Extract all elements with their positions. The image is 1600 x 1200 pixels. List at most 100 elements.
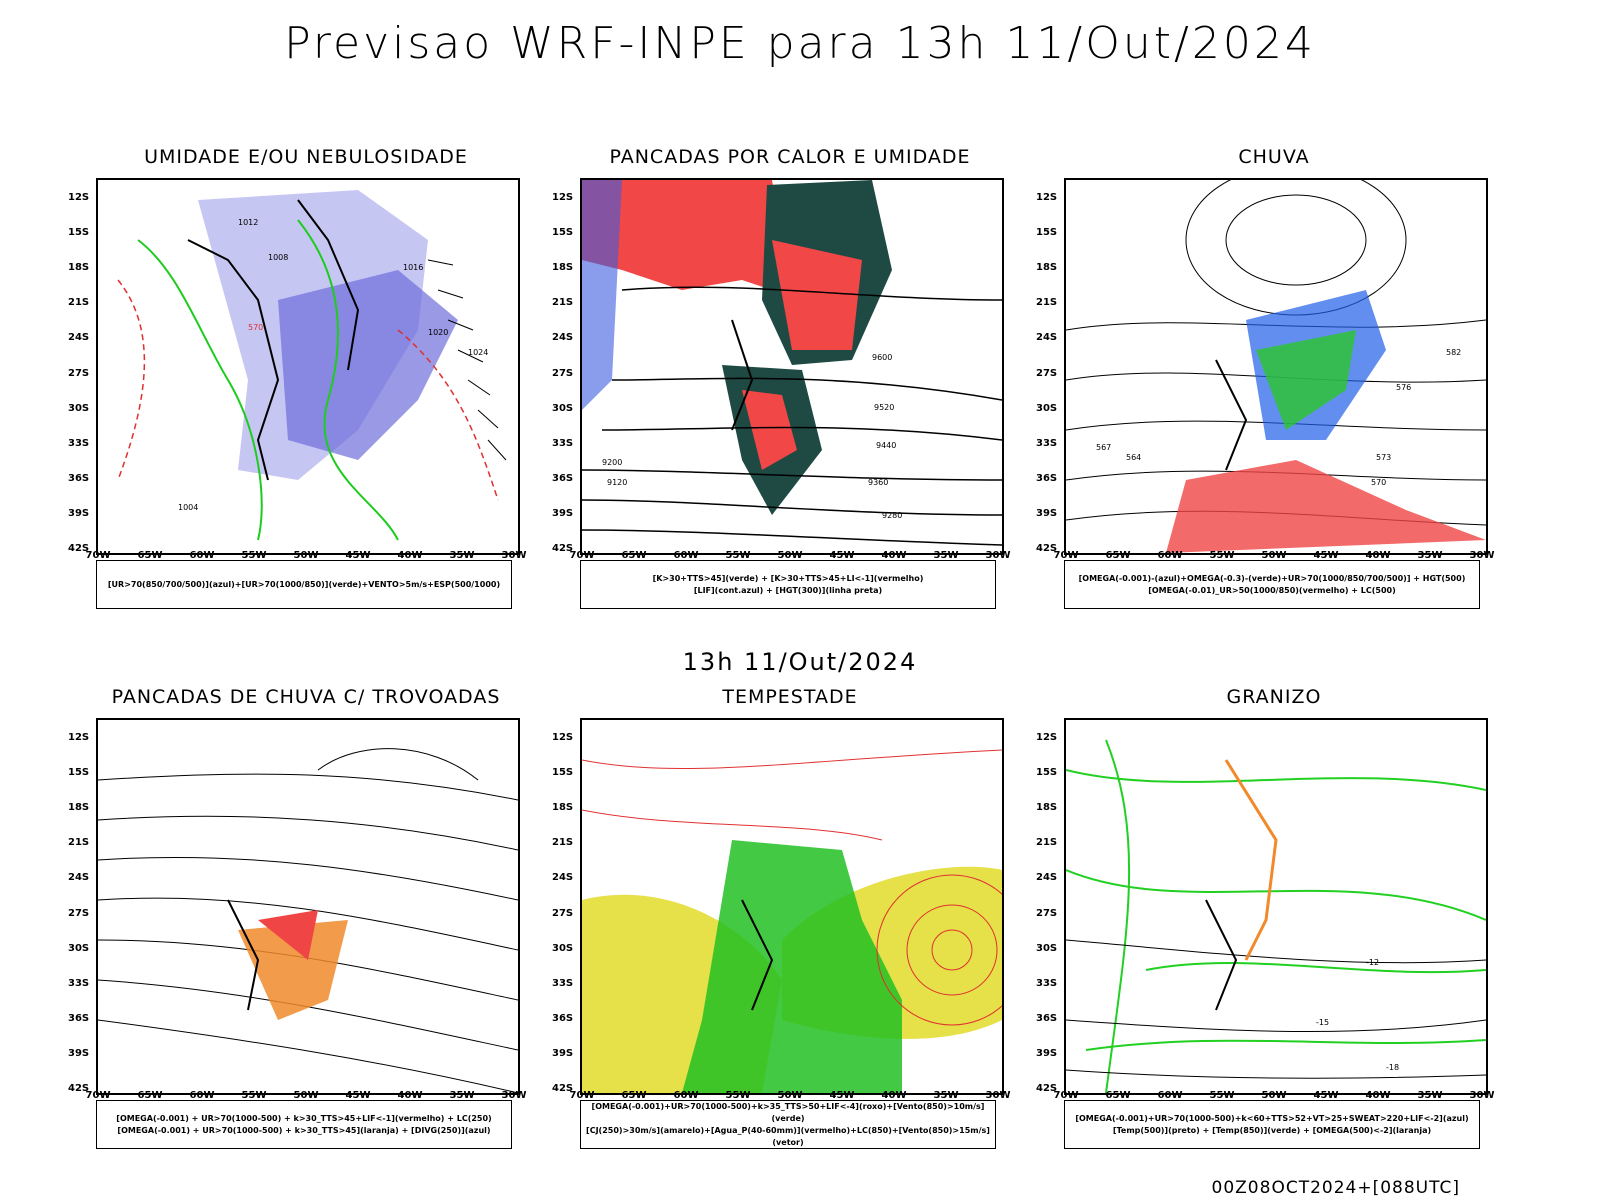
contour-label: 9440 [876,441,896,450]
y-tick-label: 21S [68,837,90,849]
y-tick-label: 39S [552,507,574,519]
x-tick-label: 55W [1209,1090,1235,1101]
panel-legend: [UR>70(850/700/500)](azul)+[UR>70(1000/8… [96,560,512,609]
y-tick-label: 36S [552,472,574,484]
y-tick-label: 24S [552,872,574,884]
x-tick-label: 60W [673,550,699,561]
run-footer: 00Z08OCT2024+[088UTC] [1211,1178,1460,1198]
y-tick-label: 18S [68,802,90,814]
x-tick-label: 35W [933,1090,959,1101]
x-tick-label: 35W [1417,550,1443,561]
contour-label: 9120 [607,478,627,487]
y-tick-label: 39S [68,507,90,519]
y-tick-label: 27S [552,907,574,919]
x-tick-label: 60W [1157,1090,1183,1101]
y-tick-label: 18S [552,802,574,814]
y-tick-label: 21S [552,837,574,849]
x-tick-label: 50W [777,550,803,561]
panel-title: CHUVA [1238,146,1310,168]
x-tick-label: 50W [777,1090,803,1101]
x-tick-label: 45W [829,1090,855,1101]
y-tick-label: 24S [552,332,574,344]
x-tick-label: 70W [569,550,595,561]
y-tick-label: 42S [552,543,574,554]
x-tick-label: 55W [241,550,267,561]
x-tick-label: 55W [1209,550,1235,561]
contour-label: 1004 [178,503,198,512]
y-tick-label: 18S [1036,802,1058,814]
panel-legend: [OMEGA(-0.001)+UR>70(1000-500)+k>35_TTS>… [580,1100,996,1149]
map-graphic [582,749,1002,1093]
y-tick-label: 36S [68,472,90,484]
legend-line: [OMEGA(-0.01)_UR>50(1000/850)(vermelho) … [1148,585,1396,595]
y-tick-label: 18S [552,262,574,274]
contour-label: 9280 [882,511,902,520]
y-tick-label: 15S [552,767,574,779]
x-tick-label: 65W [1105,1090,1131,1101]
contour-label: 1020 [428,328,448,337]
y-tick-label: 24S [68,332,90,344]
x-tick-label: 40W [881,550,907,561]
y-tick-label: 27S [552,367,574,379]
contour-label: 1024 [468,348,488,357]
y-tick-label: 21S [68,297,90,309]
contour-label: 567 [1096,443,1111,452]
legend-line: [OMEGA(-0.001) + UR>70(1000-500) + k>30_… [117,1125,491,1135]
contour-label: 1012 [238,218,258,227]
y-tick-label: 33S [1036,977,1058,989]
x-tick-label: 70W [569,1090,595,1101]
x-tick-label: 65W [621,1090,647,1101]
panel-title: UMIDADE E/OU NEBULOSIDADE [144,146,468,168]
contour-label: 570 [1371,478,1386,487]
map-rain: 582 576 573 570 567 564 [1064,178,1488,555]
legend-line: [UR>70(850/700/500)](azul)+[UR>70(1000/8… [107,579,501,589]
x-tick-label: 55W [241,1090,267,1101]
y-tick-label: 30S [1036,942,1058,954]
y-tick-label: 12S [552,192,574,203]
x-tick-label: 45W [345,1090,371,1101]
x-tick-label: 35W [449,550,475,561]
panel-title: TEMPESTADE [722,686,858,708]
y-tick-label: 30S [552,942,574,954]
panel-title: PANCADAS DE CHUVA C/ TROVOADAS [111,686,501,708]
panel-legend: [OMEGA(-0.001) + UR>70(1000-500) + k>30_… [96,1100,512,1149]
y-tick-label: 36S [68,1012,90,1024]
x-tick-label: 65W [1105,550,1131,561]
y-tick-label: 15S [68,767,90,779]
x-tick-label: 30W [501,1090,527,1101]
y-tick-label: 39S [1036,507,1058,519]
x-tick-label: 40W [1365,1090,1391,1101]
legend-line: [OMEGA(-0.001)+UR>70(1000-500)+k<60+TTS>… [1075,1113,1469,1123]
y-tick-label: 27S [68,367,90,379]
y-tick-label: 30S [1036,402,1058,414]
contour-label: 9360 [868,478,888,487]
contour-label: -18 [1386,1063,1399,1072]
y-tick-label: 12S [1036,732,1058,743]
y-tick-label: 42S [68,543,90,554]
x-tick-label: 30W [985,1090,1011,1101]
contour-label: 1016 [403,263,423,272]
y-tick-label: 21S [1036,837,1058,849]
map-graphic [98,748,518,1093]
x-tick-label: 50W [1261,550,1287,561]
contour-label: 564 [1126,453,1141,462]
legend-line: [LIF](cont.azul) + [HGT(300)](linha pret… [693,585,883,595]
y-tick-label: 15S [1036,767,1058,779]
y-tick-label: 24S [1036,332,1058,344]
legend-line: [K>30+TTS>45](verde) + [K>30+TTS>45+LI<-… [652,573,924,583]
y-tick-label: 27S [1036,367,1058,379]
panel-title: GRANIZO [1226,686,1322,708]
x-tick-label: 55W [725,550,751,561]
x-tick-label: 45W [1313,550,1339,561]
x-tick-label: 60W [189,1090,215,1101]
x-tick-label: 40W [397,1090,423,1101]
map-heat-showers: 9600 9520 9440 9360 9280 9200 9120 [580,178,1004,555]
panel-heat-showers: PANCADAS POR CALOR E UMIDADE 9600 9520 9… [548,146,1028,626]
map-hail: -12 -15 -18 [1064,718,1488,1095]
x-tick-label: 45W [829,550,855,561]
x-tick-label: 35W [933,550,959,561]
contour-label: 9520 [874,403,894,412]
panel-title: PANCADAS POR CALOR E UMIDADE [609,146,971,168]
y-tick-label: 15S [1036,227,1058,239]
map-graphic: 582 576 573 570 567 564 [1066,180,1486,553]
